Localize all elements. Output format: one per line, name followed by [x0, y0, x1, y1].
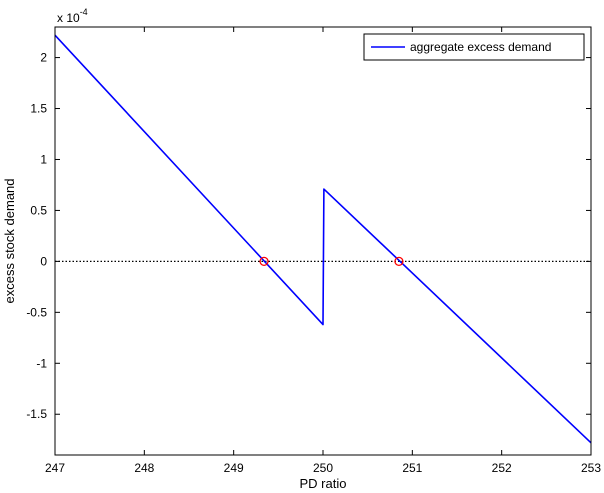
axis-tick-labels: 247 248 249 250 251 252 253 -1.5 -1 -0.5 0 0.5 1 1.5 2 [26, 51, 601, 475]
legend: aggregate excess demand [363, 33, 585, 61]
x-tick-label: 253 [581, 461, 601, 475]
y-tick-label: -1 [36, 356, 47, 370]
x-tick-label: 250 [313, 461, 333, 475]
legend-entry-label: aggregate excess demand [410, 40, 551, 54]
x-tick-label: 247 [45, 461, 65, 475]
y-tick-label: -1.5 [26, 407, 47, 421]
y-tick-label: 1 [40, 152, 47, 166]
exponent-label: x 10-4 [57, 7, 88, 25]
x-tick-label: 248 [134, 461, 154, 475]
y-tick-label: 0 [40, 254, 47, 268]
x-tick-label: 249 [224, 461, 244, 475]
plot-frame [54, 26, 592, 456]
equilibrium-marker [394, 256, 404, 267]
y-tick-label: 0.5 [30, 203, 47, 217]
exponent-power: -4 [80, 7, 88, 17]
data-series [54, 34, 592, 444]
y-tick-label: -0.5 [26, 305, 47, 319]
series-line [54, 34, 592, 444]
x-axis-label: PD ratio [300, 476, 347, 491]
y-tick-label: 1.5 [30, 102, 47, 116]
y-tick-label: 2 [40, 51, 47, 65]
x-tick-label: 251 [402, 461, 422, 475]
equilibrium-marker [259, 256, 269, 267]
equilibrium-markers [259, 256, 404, 267]
x-tick-label: 252 [492, 461, 512, 475]
y-axis-label: excess stock demand [2, 178, 17, 303]
